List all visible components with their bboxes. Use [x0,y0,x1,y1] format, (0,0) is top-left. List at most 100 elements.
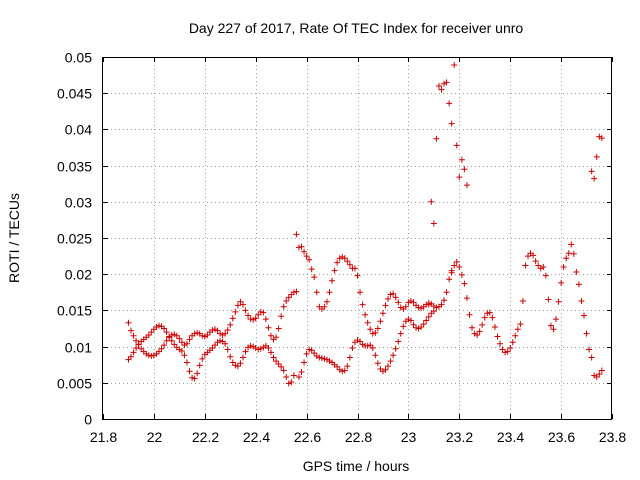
data-point [522,262,529,269]
data-point [334,363,341,370]
data-point [458,156,465,163]
data-point [318,355,325,362]
data-point [275,325,282,332]
data-point [428,198,435,205]
data-point [423,317,430,324]
data-point [211,326,218,333]
data-point [145,332,152,339]
data-point [418,305,425,312]
data-point [351,265,358,272]
data-point [133,345,140,352]
data-point [415,304,422,311]
series-track-4 [295,308,437,381]
data-point [186,368,193,375]
y-tick-label: 0.05 [65,50,92,66]
data-point [148,353,155,360]
data-point [161,325,168,332]
data-point [217,330,224,337]
data-point [341,367,348,374]
data-point [425,301,432,308]
data-point [194,329,201,336]
data-point [542,272,549,279]
data-point [573,269,580,276]
data-point [189,374,196,381]
data-point [204,332,211,339]
x-tick-label: 23.4 [497,429,524,445]
data-point [410,299,417,306]
data-point [311,274,318,281]
data-point [456,174,463,181]
data-point [313,353,320,360]
data-point [250,316,257,323]
data-point [178,347,185,354]
data-point [127,353,134,360]
data-point [125,319,132,326]
data-point [517,321,524,328]
data-point [209,345,216,352]
data-point [196,362,203,369]
data-point [295,374,302,381]
data-points [125,61,605,387]
data-point [163,337,170,344]
data-point [451,61,458,68]
data-point [278,313,285,320]
data-point [400,323,407,330]
data-point [463,295,470,302]
data-point [466,311,473,318]
series-track-2 [125,322,297,387]
data-point [234,363,241,370]
data-point [407,297,414,304]
data-point [260,344,267,351]
data-point [242,348,249,355]
y-tick-label: 0.04 [65,122,92,138]
data-point [377,318,384,325]
data-point [176,335,183,342]
data-point [359,301,366,308]
data-point [168,332,175,339]
data-point [316,354,323,361]
data-point [257,308,264,315]
y-axis-label: ROTI / TECUs [6,193,22,283]
data-point [357,338,364,345]
data-point [441,297,448,304]
data-point [357,289,364,296]
data-point [280,303,287,310]
data-point [499,346,506,353]
data-point [242,307,249,314]
data-point [550,326,557,333]
data-point [504,348,511,355]
data-point [481,314,488,321]
data-point [326,358,333,365]
data-point [181,342,188,349]
data-point [458,271,465,278]
data-point [369,330,376,337]
data-point [301,248,308,255]
data-point [229,315,236,322]
data-point [290,372,297,379]
data-point [173,332,180,339]
data-point [161,342,168,349]
y-tick-label: 0.01 [65,340,92,356]
data-point [448,269,455,276]
data-point [255,346,262,353]
data-point [390,352,397,359]
data-point [285,380,292,387]
data-point [591,372,598,379]
data-point [392,345,399,352]
data-point [441,80,448,87]
data-point [479,321,486,328]
data-point [245,312,252,319]
data-point [148,329,155,336]
data-point [295,244,302,251]
data-point [166,333,173,340]
x-tick-label: 23.2 [446,429,473,445]
data-point [410,321,417,328]
data-point [145,352,152,359]
data-point [593,374,600,381]
data-point [387,358,394,365]
data-point [379,368,386,375]
y-tick-label: 0.025 [57,231,92,247]
data-point [535,262,542,269]
data-point [537,265,544,272]
data-point [262,316,269,323]
